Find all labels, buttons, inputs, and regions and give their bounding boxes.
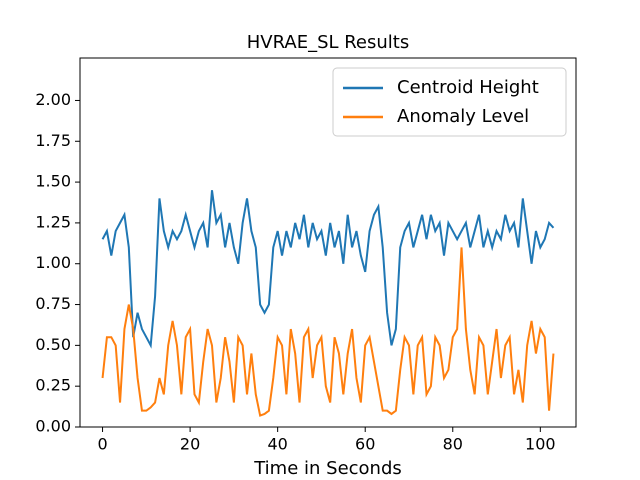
plot-frame xyxy=(79,57,577,428)
x-tick-label: 20 xyxy=(180,435,200,454)
y-tick-label: 1.75 xyxy=(35,131,71,150)
line-series xyxy=(101,247,555,417)
legend-box xyxy=(332,67,567,137)
y-tick-label: 0.25 xyxy=(35,376,71,395)
x-axis-label: Time in Seconds xyxy=(253,458,402,479)
legend: Centroid Height Anomaly Level xyxy=(332,67,567,137)
y-tick-label: 1.00 xyxy=(35,253,71,272)
x-tick-label: 40 xyxy=(267,435,287,454)
y-tick-label: 1.25 xyxy=(35,212,71,231)
x-tick-label: 80 xyxy=(443,435,463,454)
x-tick-label: 0 xyxy=(97,435,107,454)
y-tick-label: 0.50 xyxy=(35,335,71,354)
y-tick-label: 0.75 xyxy=(35,294,71,313)
legend-label: Centroid Height xyxy=(397,77,539,98)
y-tick-label: 0.00 xyxy=(35,417,71,436)
y-tick-label: 2.00 xyxy=(35,90,71,109)
x-tick-label: 100 xyxy=(525,435,556,454)
chart-title: HVRAE_SL Results xyxy=(247,32,409,53)
y-tick-label: 1.50 xyxy=(35,172,71,191)
line-series xyxy=(101,190,555,349)
x-tick-label: 60 xyxy=(355,435,375,454)
legend-label: Anomaly Level xyxy=(397,106,529,127)
